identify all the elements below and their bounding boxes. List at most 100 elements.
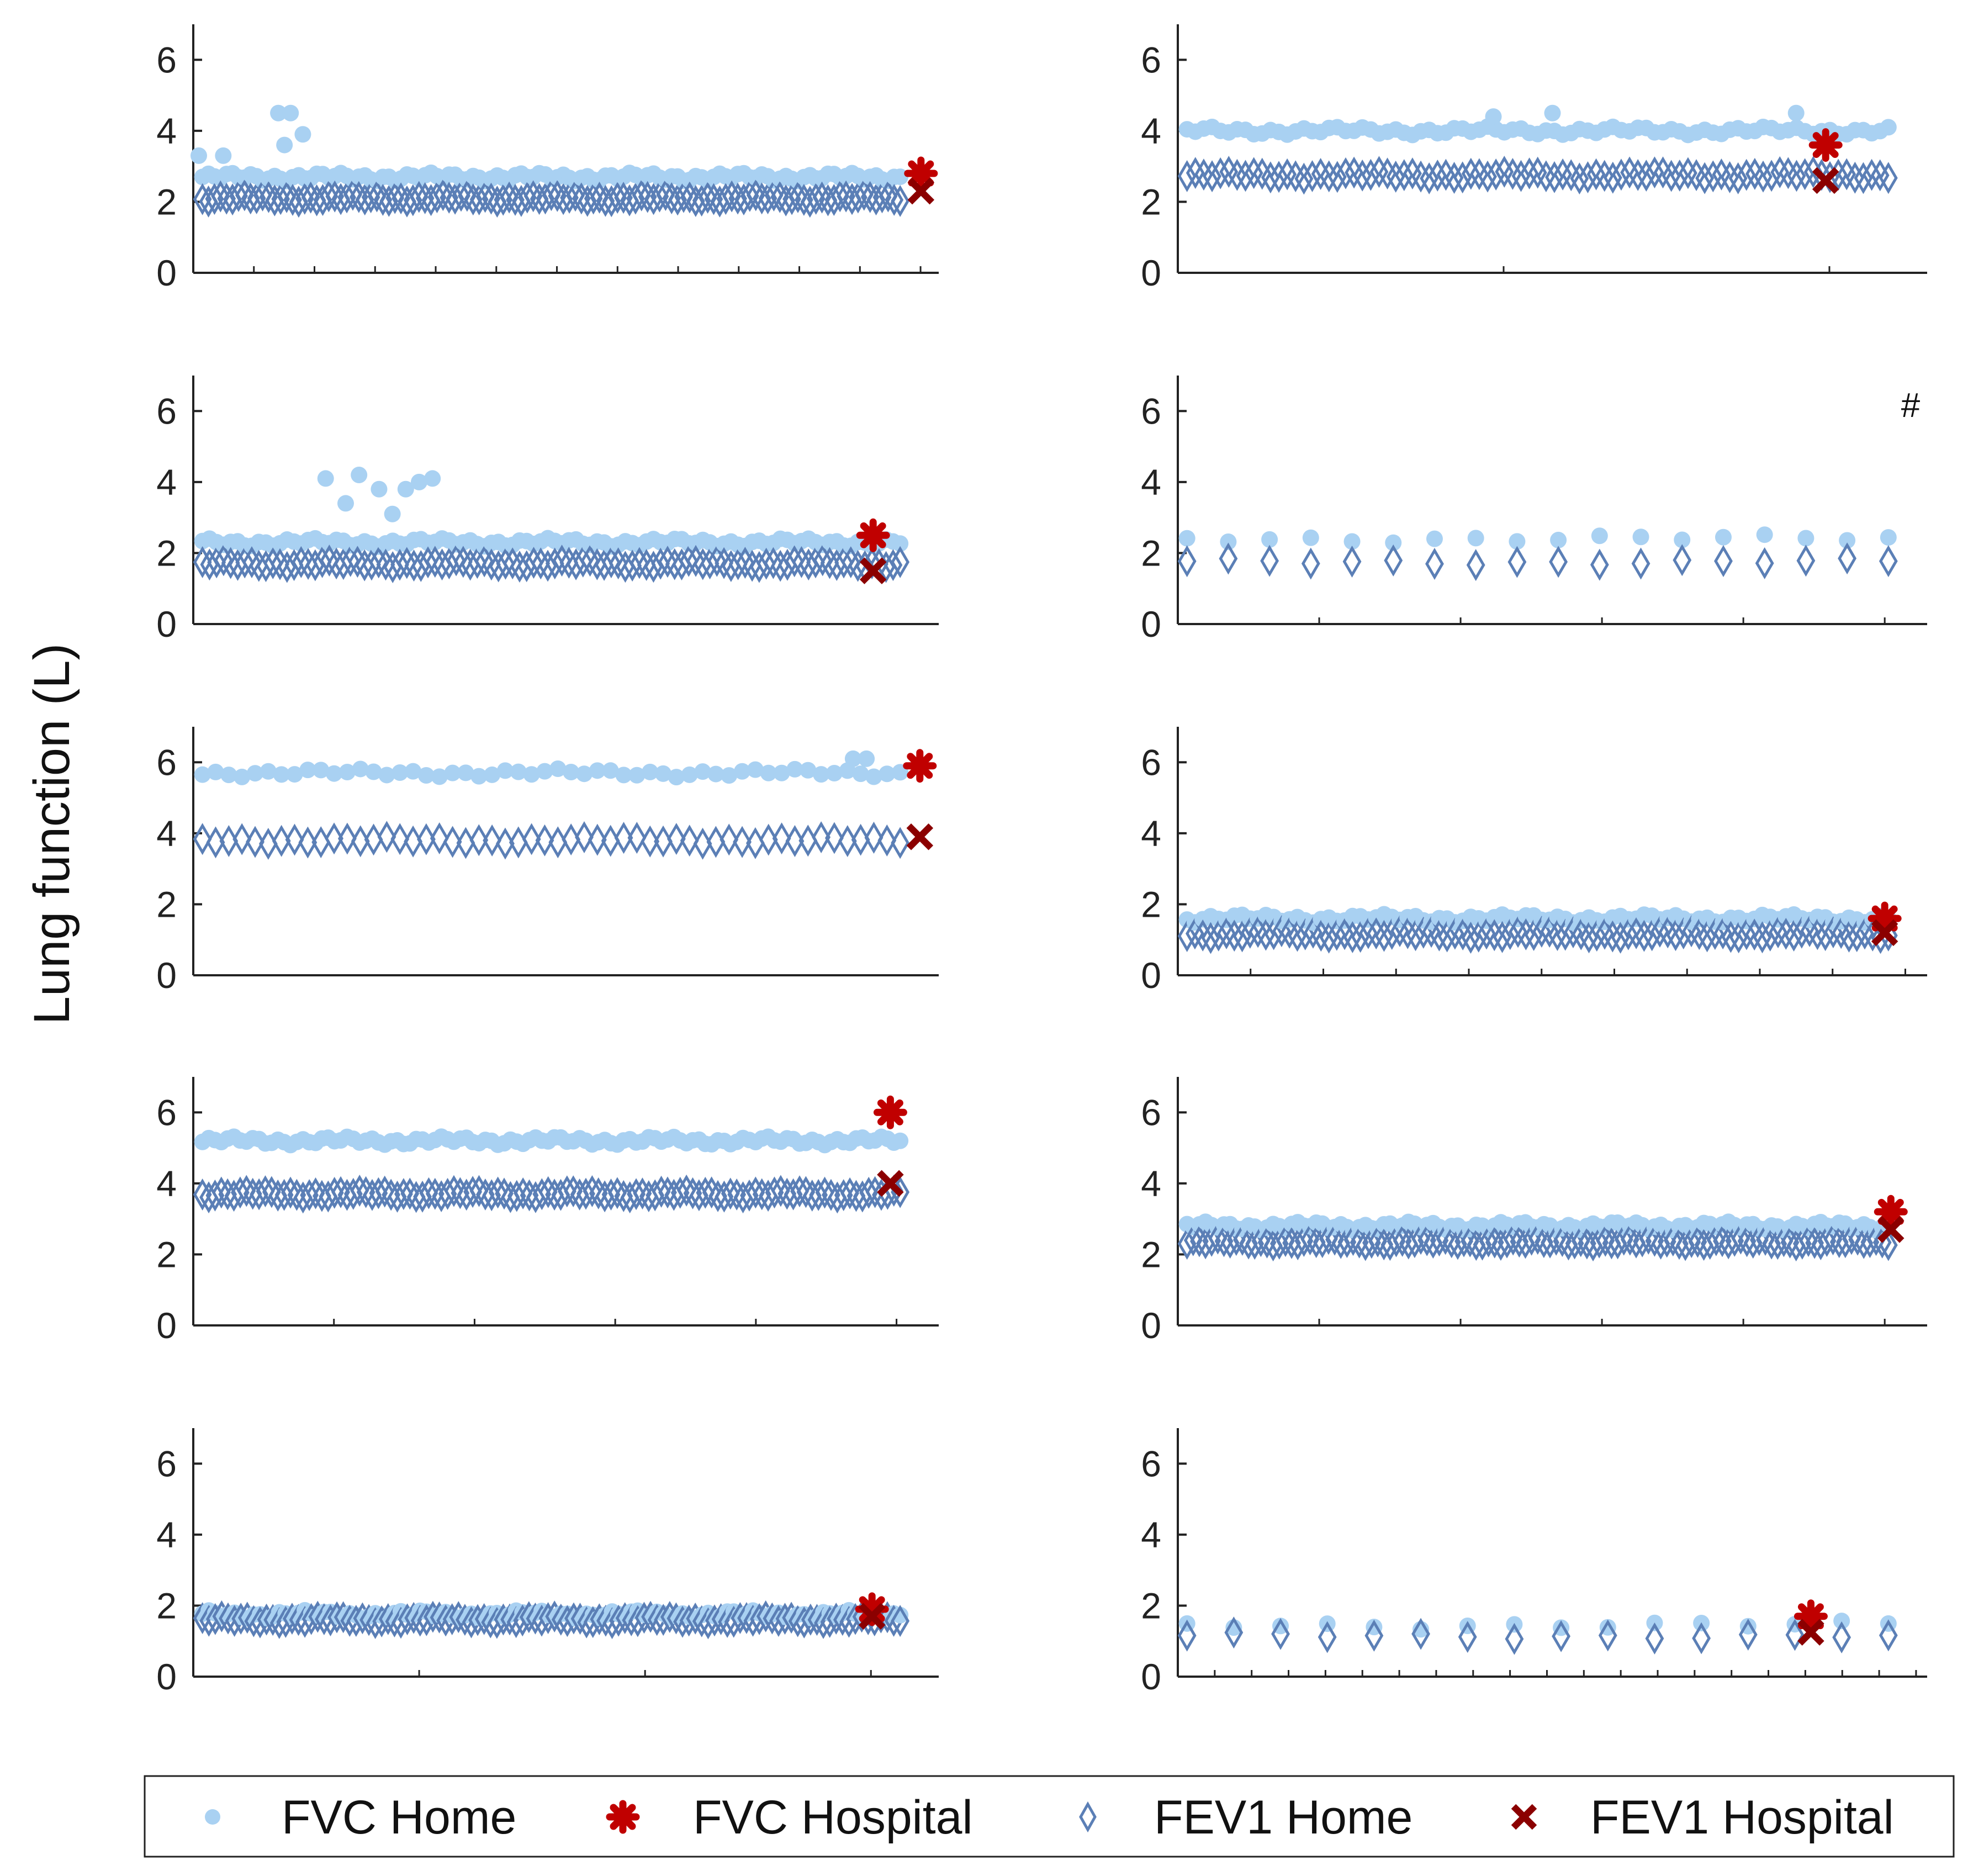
fvc-hospital-point-stroke <box>859 1596 885 1623</box>
fev1-home-point <box>859 1176 879 1209</box>
fev1-home-point <box>207 546 226 579</box>
fev1-home-point <box>1288 919 1307 952</box>
fev1-home-point <box>337 822 357 855</box>
panel-p1: 0 2 4 6 <box>156 24 939 293</box>
fev1-home-point <box>702 1176 721 1209</box>
fev1-home-point <box>1631 547 1650 580</box>
fev1-home-point <box>665 548 684 580</box>
fev1-home-point <box>1692 1622 1711 1655</box>
fvc-home-point <box>191 147 207 164</box>
fev1-home-point <box>1738 1618 1758 1651</box>
fvc-hospital-point <box>1808 128 1843 162</box>
fvc-home-point <box>1756 526 1773 543</box>
fvc-home-point <box>207 763 224 780</box>
fev1-home-point <box>707 545 727 577</box>
fev1-home-point <box>1437 920 1457 953</box>
fev1-home-point <box>588 548 607 580</box>
fev1-home-point <box>666 823 686 855</box>
fev1-home-point <box>572 182 591 215</box>
fvc-home-point <box>523 766 540 783</box>
fev1-home-point <box>601 1179 621 1211</box>
fvc-home-point <box>338 763 356 780</box>
fvc-hospital-point-stroke <box>908 160 934 187</box>
fev1-home-point <box>1256 918 1276 951</box>
fev1-home-point <box>532 1178 552 1211</box>
fvc-home-point <box>615 767 632 784</box>
fev1-home-point <box>1673 544 1692 577</box>
fev1-home-point <box>1327 161 1347 193</box>
fev1-home-point <box>764 547 783 579</box>
fev1-home-point <box>830 180 850 213</box>
fvc-hospital-point-stroke <box>860 522 886 548</box>
legend-marker-fev1-hospital <box>1511 1804 1537 1830</box>
y-axis-label: Lung function (L) <box>24 643 80 1024</box>
fvc-home-point <box>813 766 830 783</box>
fev1-home-point <box>496 827 515 860</box>
fev1-home-point <box>796 1176 816 1208</box>
y-tick-label: 2 <box>156 884 177 924</box>
y-tick-label: 6 <box>1141 1443 1161 1484</box>
fvc-home-point <box>858 750 875 767</box>
fev1-home-point <box>375 1175 394 1208</box>
fev1-home-point <box>1612 158 1631 191</box>
fev1-home-point <box>1774 1225 1794 1257</box>
fev1-home-point <box>281 1176 300 1209</box>
fev1-home-point <box>193 1179 212 1211</box>
fev1-home-point <box>531 547 551 580</box>
fev1-home-point <box>325 822 343 855</box>
fev1-home-point <box>298 826 318 859</box>
fev1-home-point <box>394 1178 413 1211</box>
fev1-home-point <box>284 549 304 582</box>
fev1-home-point <box>1628 158 1648 191</box>
fev1-home-point <box>1578 161 1597 193</box>
fvc-home-point <box>1302 529 1319 546</box>
fev1-home-point <box>1662 160 1681 192</box>
y-tick-label: 4 <box>1141 462 1161 503</box>
fev1-home-point <box>1319 921 1339 954</box>
panel-p9: 0 2 4 6 <box>156 1428 939 1697</box>
fvc-home-point <box>800 762 817 779</box>
fev1-home-point <box>1839 920 1859 953</box>
fev1-home-point <box>249 549 268 582</box>
fev1-home-point <box>1666 919 1685 952</box>
fev1-home-point <box>1436 1223 1455 1255</box>
fev1-home-point <box>211 180 230 213</box>
fvc-home-point <box>642 763 659 780</box>
fev1-home-point <box>891 827 910 859</box>
fev1-home-point <box>1520 157 1539 190</box>
fvc-home-point <box>1178 530 1195 547</box>
fev1-home-point <box>211 1176 231 1209</box>
fev1-home-point <box>1428 159 1447 192</box>
fev1-home-point <box>524 547 543 579</box>
fev1-home-point <box>1183 1224 1203 1256</box>
fev1-home-point <box>1353 159 1372 192</box>
fvc-hospital-point-stroke <box>1812 132 1839 158</box>
fev1-home-point <box>827 549 847 581</box>
fev1-home-point <box>331 1176 350 1208</box>
fvc-home-point <box>852 765 869 783</box>
fev1-home-point <box>1453 161 1472 194</box>
fev1-home-point <box>864 821 884 854</box>
fev1-home-point <box>482 182 501 215</box>
fev1-home-point <box>1817 1225 1837 1257</box>
fev1-home-point <box>566 179 585 212</box>
fev1-home-point <box>740 179 759 212</box>
fev1-home-point <box>1202 1224 1221 1257</box>
fev1-home-point <box>746 1176 765 1209</box>
fev1-home-point <box>1808 918 1827 950</box>
fev1-home-point <box>1598 1619 1617 1652</box>
fev1-home-point <box>1845 161 1865 194</box>
fev1-home-point <box>271 548 289 580</box>
legend-marker-fvc-home <box>205 1809 220 1825</box>
fev1-home-point <box>1511 160 1531 192</box>
fev1-home-point <box>1342 545 1362 578</box>
y-tick-label: 0 <box>1141 1305 1161 1346</box>
fev1-home-point <box>382 1179 401 1211</box>
legend-marker-fev1-home <box>1079 1801 1097 1833</box>
fev1-home-point <box>632 179 651 212</box>
fev1-home-point <box>1728 162 1748 194</box>
fev1-home-point <box>1611 921 1630 954</box>
fev1-home-point <box>721 550 740 583</box>
fev1-home-point <box>1269 1227 1289 1260</box>
legend-label-fvc-home: FVC Home <box>282 1791 516 1844</box>
